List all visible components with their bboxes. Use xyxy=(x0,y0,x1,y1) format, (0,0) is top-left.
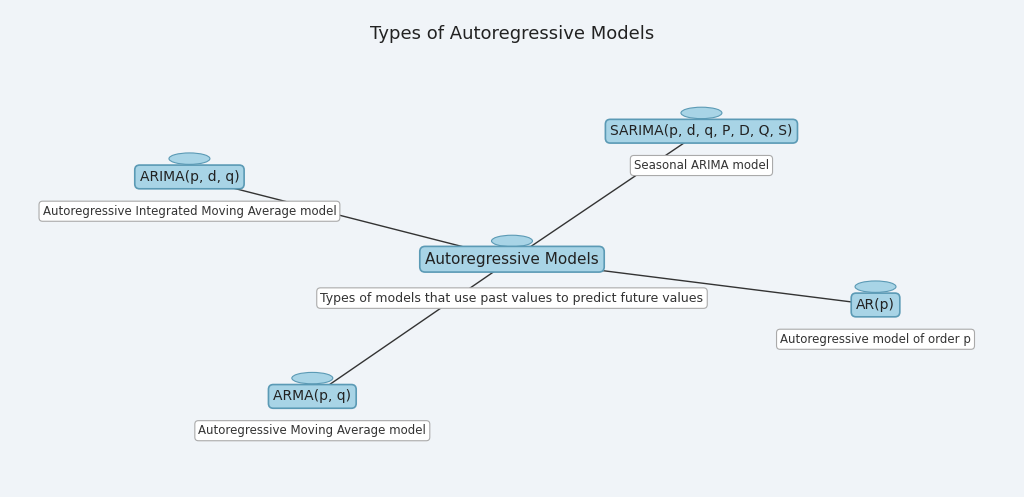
Text: Seasonal ARIMA model: Seasonal ARIMA model xyxy=(634,159,769,172)
Ellipse shape xyxy=(855,281,896,292)
Text: Autoregressive model of order p: Autoregressive model of order p xyxy=(780,333,971,346)
Text: Types of models that use past values to predict future values: Types of models that use past values to … xyxy=(321,292,703,305)
Ellipse shape xyxy=(681,107,722,119)
Text: ARMA(p, q): ARMA(p, q) xyxy=(273,390,351,404)
Text: Autoregressive Integrated Moving Average model: Autoregressive Integrated Moving Average… xyxy=(43,205,336,218)
Ellipse shape xyxy=(169,153,210,165)
Text: Types of Autoregressive Models: Types of Autoregressive Models xyxy=(370,25,654,43)
Text: ARIMA(p, d, q): ARIMA(p, d, q) xyxy=(139,170,240,184)
Ellipse shape xyxy=(292,372,333,384)
Text: AR(p): AR(p) xyxy=(856,298,895,312)
Text: Autoregressive Models: Autoregressive Models xyxy=(425,252,599,267)
Text: SARIMA(p, d, q, P, D, Q, S): SARIMA(p, d, q, P, D, Q, S) xyxy=(610,124,793,138)
Text: Autoregressive Moving Average model: Autoregressive Moving Average model xyxy=(199,424,426,437)
Ellipse shape xyxy=(492,235,532,247)
